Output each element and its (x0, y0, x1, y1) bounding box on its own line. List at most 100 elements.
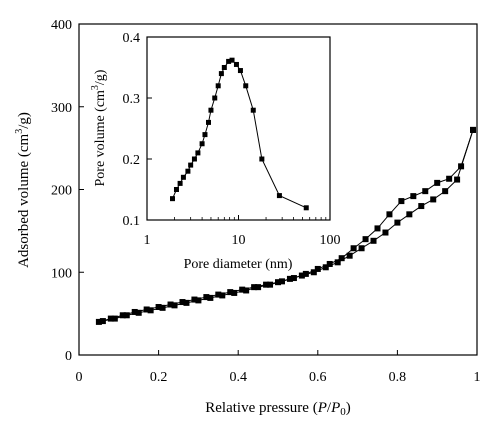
data-point (406, 211, 413, 218)
data-point (167, 301, 174, 308)
data-point (231, 289, 238, 296)
data-point (207, 294, 214, 301)
data-point (326, 260, 333, 267)
inset-data-point (212, 95, 218, 101)
data-point (95, 318, 102, 325)
x-tick-label: 0.6 (309, 370, 327, 385)
data-point (446, 175, 453, 182)
inset-data-point (233, 61, 239, 67)
y-tick-label: 400 (51, 18, 72, 33)
data-point (267, 281, 274, 288)
y-axis-ticks: 0 100 200 300 400 (51, 18, 84, 364)
data-point (290, 275, 297, 282)
data-point (239, 286, 246, 293)
data-point (147, 307, 154, 314)
data-point (338, 255, 345, 262)
inset-data-point (208, 107, 214, 113)
data-point (386, 211, 393, 218)
data-point (107, 315, 114, 322)
data-point (123, 312, 130, 319)
data-point (131, 308, 138, 315)
inset-x-axis-label: Pore diameter (nm) (184, 257, 293, 272)
y-tick-label: 300 (51, 101, 72, 116)
inset-y-axis-label: Pore volume (cm3/g) (90, 69, 108, 186)
x-axis-label: Relative pressure (P/P0) (205, 400, 350, 418)
inset-x-tick-label: 1 (144, 233, 151, 248)
pore-size-inset: 1 10 100 0.1 0.2 0.3 0.4 Pore diameter (nm) P… (90, 31, 341, 272)
inset-data-point (218, 71, 224, 77)
data-point (458, 163, 465, 170)
inset-data-point (215, 83, 221, 89)
data-point (470, 126, 477, 133)
isotherm-plot: 0 0.2 0.4 0.6 0.8 1 0 100 200 300 400 Relative pr… (14, 18, 481, 418)
data-point (171, 302, 178, 309)
inset-data-point (188, 162, 194, 168)
data-point (99, 318, 106, 325)
data-point (422, 188, 429, 195)
data-point (410, 193, 417, 200)
data-point (314, 265, 321, 272)
y-tick-label: 200 (51, 184, 72, 199)
data-point (434, 179, 441, 186)
data-point (418, 203, 425, 210)
inset-y-tick-label: 0.2 (123, 153, 141, 168)
y-axis-label: Adsorbed volume (cm3/g) (14, 112, 32, 268)
inset-data-point (170, 196, 176, 202)
inset-data-point (276, 193, 282, 199)
inset-data-point (205, 119, 211, 125)
data-point (203, 294, 210, 301)
data-point (155, 304, 162, 311)
inset-data-point (221, 65, 227, 70)
data-point (362, 236, 369, 243)
inset-y-tick-label: 0.1 (123, 214, 141, 229)
data-point (111, 315, 118, 322)
data-point (195, 297, 202, 304)
data-point (135, 309, 142, 316)
data-point (374, 225, 381, 232)
data-point (263, 281, 270, 288)
data-point (243, 287, 250, 294)
data-point (322, 264, 329, 271)
inset-data-point (177, 180, 183, 186)
inset-data-point (195, 150, 201, 156)
isotherm-series (95, 126, 477, 325)
data-point (430, 196, 437, 203)
x-tick-label: 0.8 (389, 370, 407, 385)
inset-y-tick-label: 0.4 (123, 31, 141, 46)
data-point (358, 245, 365, 252)
inset-data-point (303, 205, 309, 211)
inset-y-axis-ticks: 0.1 0.2 0.3 0.4 (123, 31, 152, 229)
x-tick-label: 0.4 (229, 370, 247, 385)
data-point (179, 299, 186, 306)
inset-data-point (173, 187, 179, 192)
data-point (119, 312, 126, 319)
inset-data-point (243, 83, 249, 89)
inset-data-point (199, 141, 205, 147)
inset-x-tick-label: 100 (320, 233, 341, 248)
y-tick-label: 0 (65, 349, 72, 364)
data-point (183, 299, 190, 306)
data-point (215, 291, 222, 298)
inset-data-point (202, 132, 208, 138)
data-point (370, 237, 377, 244)
data-point (394, 219, 401, 226)
data-point (442, 188, 449, 195)
inset-data-point (250, 107, 256, 113)
x-tick-label: 1 (474, 370, 481, 385)
data-point (350, 245, 357, 252)
data-point (159, 304, 166, 311)
x-axis-ticks: 0 0.2 0.4 0.6 0.8 1 (76, 350, 481, 385)
inset-y-tick-label: 0.3 (123, 92, 141, 107)
data-point (278, 278, 285, 285)
data-point (302, 270, 309, 277)
inset-data-point (237, 68, 243, 74)
inset-data-point (191, 156, 197, 162)
y-tick-label: 100 (51, 266, 72, 281)
data-point (398, 198, 405, 205)
data-point (454, 176, 461, 183)
inset-data-point (259, 156, 265, 162)
inset-data-point (226, 58, 232, 64)
data-point (346, 252, 353, 259)
data-point (219, 292, 226, 299)
